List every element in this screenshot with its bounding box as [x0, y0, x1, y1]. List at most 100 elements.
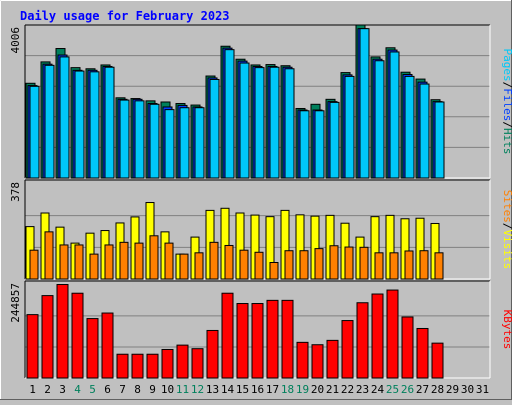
- x-tick-label: 23: [356, 383, 369, 396]
- x-axis-day-labels: 1 2 3 4 5 6 7 8 9 10 11 12 13 14 15 16 17 18 19 20 21 22 23 24 2…: [29, 383, 489, 396]
- x-tick-label: 29: [446, 383, 459, 396]
- bar-pages: [164, 109, 175, 179]
- x-tick-label: 8: [134, 383, 141, 396]
- bar-sites: [359, 246, 369, 280]
- bar-sites: [404, 250, 414, 280]
- bar-kbytes: [296, 341, 309, 379]
- x-tick-label: 28: [431, 383, 444, 396]
- x-tick-label: 2: [44, 383, 51, 396]
- legend-separator: /: [501, 223, 512, 230]
- bar-pages: [314, 110, 325, 179]
- x-tick-label: 11: [176, 383, 189, 396]
- bar-pages: [374, 60, 385, 179]
- x-tick-label: 9: [149, 383, 156, 396]
- bar-kbytes: [206, 329, 219, 379]
- legend-item-kbytes: KBytes: [501, 310, 512, 350]
- bar-kbytes: [266, 299, 279, 379]
- bar-pages: [434, 101, 445, 179]
- bar-sites: [29, 249, 39, 280]
- x-tick-label: 24: [371, 383, 385, 396]
- bar-sites: [299, 250, 309, 280]
- bar-pages: [344, 75, 355, 179]
- bar-pages: [134, 100, 145, 179]
- x-tick-label: 4: [74, 383, 81, 396]
- x-tick-label: 20: [311, 383, 324, 396]
- bar-sites: [314, 248, 324, 280]
- bar-kbytes: [161, 348, 174, 379]
- x-tick-label: 22: [341, 383, 354, 396]
- bar-pages: [89, 71, 100, 179]
- bar-pages: [44, 64, 55, 179]
- bar-kbytes: [341, 320, 354, 379]
- bar-sites: [164, 242, 174, 280]
- bar-sites: [419, 250, 429, 280]
- bar-kbytes: [401, 316, 414, 379]
- bar-kbytes: [236, 303, 249, 379]
- y-max-label: 244857: [9, 283, 22, 323]
- x-tick-label: 19: [296, 383, 309, 396]
- x-tick-label: 13: [206, 383, 219, 396]
- bar-pages: [239, 62, 250, 179]
- bar-sites: [89, 253, 99, 280]
- bar-kbytes: [116, 353, 129, 379]
- bar-sites: [179, 253, 189, 280]
- bar-pages: [74, 70, 85, 179]
- bar-kbytes: [281, 299, 294, 379]
- x-tick-label: 17: [266, 383, 279, 396]
- bar-kbytes: [26, 314, 39, 379]
- x-tick-label: 10: [161, 383, 174, 396]
- x-tick-label: 25: [386, 383, 399, 396]
- x-tick-label: 12: [191, 383, 204, 396]
- x-tick-label: 5: [89, 383, 96, 396]
- legend-item-visits: Visits: [501, 230, 512, 270]
- bar-sites: [209, 241, 219, 280]
- y-max-label: 378: [9, 182, 22, 202]
- bar-pages: [329, 101, 340, 179]
- bar-sites: [389, 252, 399, 280]
- chart-title: Daily usage for February 2023: [20, 9, 230, 23]
- bar-kbytes: [56, 284, 69, 379]
- bar-kbytes: [386, 289, 399, 379]
- legend-sites-visits: Sites/Visits: [501, 190, 512, 270]
- bar-sites: [344, 246, 354, 280]
- bar-sites: [224, 244, 234, 280]
- bar-pages: [404, 75, 415, 179]
- x-tick-label: 30: [461, 383, 474, 396]
- bar-kbytes: [71, 292, 84, 379]
- bar-pages: [419, 83, 430, 179]
- panel-visits-sites: 378 Sites/Visits: [9, 179, 512, 280]
- bar-kbytes: [131, 353, 144, 379]
- bar-kbytes: [146, 353, 159, 379]
- bar-sites: [44, 231, 54, 280]
- bar-sites: [434, 252, 444, 280]
- legend-separator: /: [501, 82, 512, 89]
- bar-pages: [284, 68, 295, 179]
- legend-item-pages: Pages: [501, 49, 512, 82]
- bar-sites: [239, 249, 249, 280]
- bar-kbytes: [311, 344, 324, 379]
- bar-sites: [59, 244, 69, 280]
- bar-kbytes: [41, 295, 54, 379]
- x-tick-label: 1: [29, 383, 36, 396]
- bar-sites: [104, 244, 114, 280]
- legend-separator: /: [501, 121, 512, 128]
- bar-pages: [194, 107, 205, 179]
- bar-sites: [134, 242, 144, 280]
- bar-kbytes: [86, 318, 99, 379]
- bar-pages: [269, 66, 280, 179]
- bar-pages: [29, 85, 40, 179]
- bar-kbytes: [101, 312, 114, 379]
- bar-kbytes: [326, 339, 339, 379]
- x-tick-label: 15: [236, 383, 249, 396]
- bar-kbytes: [431, 342, 444, 379]
- bar-pages: [179, 107, 190, 179]
- x-tick-label: 27: [416, 383, 429, 396]
- bar-sites: [329, 245, 339, 280]
- x-tick-label: 18: [281, 383, 294, 396]
- bar-pages: [389, 51, 400, 179]
- x-tick-label: 16: [251, 383, 264, 396]
- x-tick-label: 21: [326, 383, 339, 396]
- bar-kbytes: [191, 348, 204, 379]
